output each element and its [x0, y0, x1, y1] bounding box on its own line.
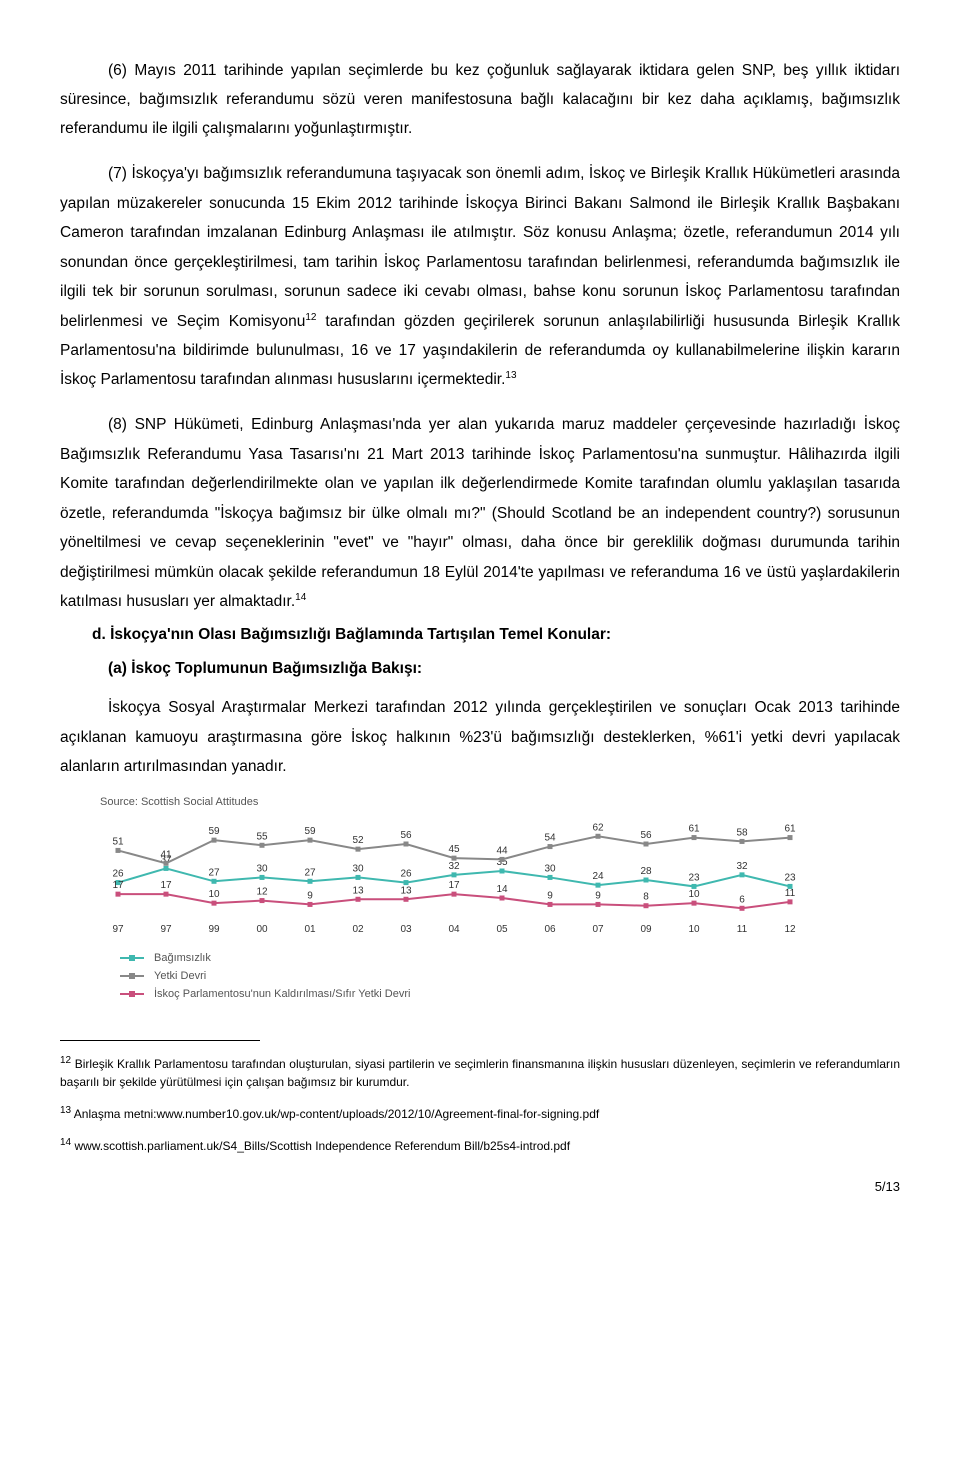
svg-text:17: 17 — [448, 880, 460, 891]
chart-legend: Bağımsızlık Yetki Devri İskoç Parlamentosu… — [120, 952, 820, 1000]
svg-text:56: 56 — [640, 830, 652, 841]
paragraph-6: (6) Mayıs 2011 tarihinde yapılan seçimle… — [60, 56, 900, 144]
page-number: 5/13 — [60, 1179, 900, 1194]
svg-text:01: 01 — [304, 924, 316, 934]
footnote-13: 13 Anlaşma metni:www.number10.gov.uk/wp-… — [60, 1103, 900, 1123]
footnotes-separator — [60, 1040, 260, 1041]
legend-label: İskoç Parlamentosu'nun Kaldırılması/Sıfı… — [154, 988, 410, 1000]
svg-text:30: 30 — [256, 863, 268, 874]
svg-text:28: 28 — [640, 866, 652, 877]
paragraph-8-text: (8) SNP Hükümeti, Edinburg Anlaşması'nda… — [60, 416, 900, 610]
svg-text:58: 58 — [736, 827, 748, 838]
svg-text:09: 09 — [640, 924, 652, 934]
svg-text:52: 52 — [352, 835, 364, 846]
svg-text:32: 32 — [736, 861, 748, 872]
svg-text:41: 41 — [160, 849, 172, 860]
footnote-14-text: www.scottish.parliament.uk/S4_Bills/Scot… — [71, 1139, 570, 1153]
footnote-num-12: 12 — [60, 1055, 71, 1066]
svg-text:56: 56 — [400, 830, 412, 841]
legend-item: Yetki Devri — [120, 970, 820, 982]
svg-text:17: 17 — [112, 880, 124, 891]
svg-text:04: 04 — [448, 924, 460, 934]
svg-text:07: 07 — [592, 924, 604, 934]
chart-plot-area: 2637273027302632353024282332235141595559… — [100, 814, 800, 934]
legend-item: İskoç Parlamentosu'nun Kaldırılması/Sıfı… — [120, 988, 820, 1000]
svg-text:11: 11 — [737, 924, 748, 934]
svg-text:12: 12 — [784, 924, 796, 934]
svg-text:62: 62 — [592, 822, 604, 833]
svg-text:61: 61 — [688, 823, 700, 834]
svg-text:8: 8 — [643, 891, 649, 902]
svg-text:30: 30 — [544, 863, 556, 874]
document-page: (6) Mayıs 2011 tarihinde yapılan seçimle… — [0, 0, 960, 1224]
svg-text:02: 02 — [352, 924, 364, 934]
svg-text:61: 61 — [784, 823, 796, 834]
svg-text:27: 27 — [304, 867, 316, 878]
svg-text:51: 51 — [112, 836, 124, 847]
footnote-ref-13: 13 — [505, 370, 516, 381]
paragraph-7: (7) İskoçya'yı bağımsızlık referandumuna… — [60, 159, 900, 395]
legend-label: Bağımsızlık — [154, 952, 211, 964]
heading-d: d. İskoçya'nın Olası Bağımsızlığı Bağlam… — [60, 626, 900, 644]
legend-item: Bağımsızlık — [120, 952, 820, 964]
footnote-14: 14 www.scottish.parliament.uk/S4_Bills/S… — [60, 1135, 900, 1155]
svg-text:59: 59 — [304, 826, 316, 837]
svg-text:44: 44 — [496, 845, 508, 856]
footnote-num-13: 13 — [60, 1105, 71, 1116]
svg-text:06: 06 — [544, 924, 556, 934]
footnote-ref-14: 14 — [295, 592, 306, 603]
legend-swatch — [120, 975, 144, 977]
svg-text:17: 17 — [160, 880, 172, 891]
svg-text:9: 9 — [547, 890, 553, 901]
svg-text:54: 54 — [544, 832, 556, 843]
svg-text:59: 59 — [208, 826, 220, 837]
svg-text:26: 26 — [400, 868, 412, 879]
svg-text:30: 30 — [352, 863, 364, 874]
chart-svg: 2637273027302632353024282332235141595559… — [100, 814, 800, 934]
svg-text:05: 05 — [496, 924, 508, 934]
svg-text:9: 9 — [307, 890, 313, 901]
chart-source-label: Source: Scottish Social Attitudes — [100, 796, 820, 808]
footnote-ref-12: 12 — [305, 311, 316, 322]
paragraph-a: İskoçya Sosyal Araştırmalar Merkezi tara… — [60, 693, 900, 781]
svg-text:97: 97 — [160, 924, 172, 934]
svg-text:11: 11 — [785, 888, 796, 899]
footnote-12-text: Birleşik Krallık Parlamentosu tarafından… — [60, 1057, 900, 1089]
svg-text:14: 14 — [496, 884, 508, 895]
legend-swatch — [120, 993, 144, 995]
svg-text:99: 99 — [208, 924, 220, 934]
svg-text:26: 26 — [112, 868, 124, 879]
footnote-13-text: Anlaşma metni:www.number10.gov.uk/wp-con… — [71, 1107, 599, 1121]
svg-text:55: 55 — [256, 831, 268, 842]
svg-text:24: 24 — [592, 871, 604, 882]
svg-text:45: 45 — [448, 844, 460, 855]
paragraph-7a-text: (7) İskoçya'yı bağımsızlık referandumuna… — [60, 165, 900, 329]
svg-text:10: 10 — [688, 889, 700, 900]
svg-text:23: 23 — [688, 872, 700, 883]
svg-text:03: 03 — [400, 924, 412, 934]
svg-text:10: 10 — [688, 924, 700, 934]
footnote-12: 12 Birleşik Krallık Parlamentosu tarafın… — [60, 1053, 900, 1091]
svg-text:10: 10 — [208, 889, 220, 900]
svg-text:13: 13 — [400, 885, 412, 896]
paragraph-8: (8) SNP Hükümeti, Edinburg Anlaşması'nda… — [60, 410, 900, 616]
svg-text:97: 97 — [112, 924, 124, 934]
svg-text:13: 13 — [352, 885, 364, 896]
svg-text:00: 00 — [256, 924, 268, 934]
svg-text:32: 32 — [448, 861, 460, 872]
svg-text:27: 27 — [208, 867, 220, 878]
footnote-num-14: 14 — [60, 1137, 71, 1148]
attitudes-chart: Source: Scottish Social Attitudes 263727… — [100, 796, 820, 1000]
svg-text:6: 6 — [739, 894, 745, 905]
svg-text:12: 12 — [256, 886, 268, 897]
legend-label: Yetki Devri — [154, 970, 206, 982]
svg-text:9: 9 — [595, 890, 601, 901]
heading-a: (a) İskoç Toplumunun Bağımsızlığa Bakışı… — [60, 660, 900, 678]
svg-text:23: 23 — [784, 872, 796, 883]
legend-swatch — [120, 957, 144, 959]
